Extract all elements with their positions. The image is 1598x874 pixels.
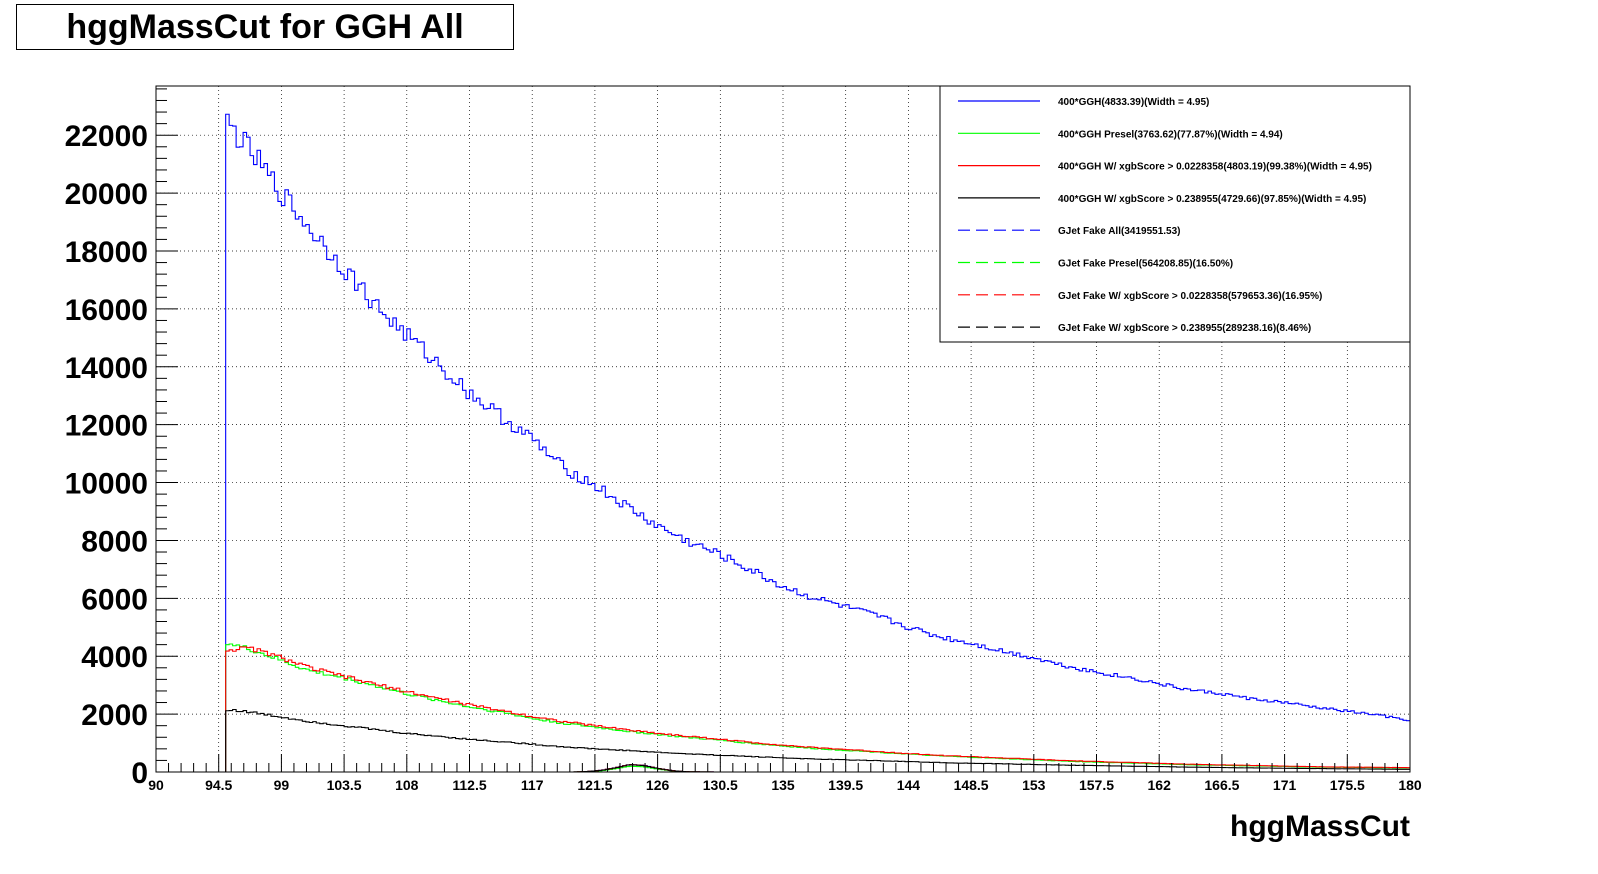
x-tick-label: 175.5 (1330, 777, 1365, 793)
y-tick-label: 20000 (65, 178, 148, 211)
legend-label: 400*GGH W/ xgbScore > 0.238955(4729.66)(… (1058, 194, 1366, 205)
x-tick-label: 157.5 (1079, 777, 1114, 793)
chart-title: hggMassCut for GGH All (66, 8, 464, 46)
y-tick-label: 2000 (81, 699, 148, 732)
y-tick-label: 0 (131, 757, 148, 790)
y-tick-label: 10000 (65, 468, 148, 501)
chart-title-box: hggMassCut for GGH All (16, 4, 514, 50)
x-tick-label: 162 (1148, 777, 1172, 793)
x-tick-label: 117 (521, 777, 544, 793)
legend-box (939, 85, 1411, 343)
x-tick-label: 166.5 (1204, 777, 1239, 793)
x-tick-label: 108 (395, 777, 419, 793)
legend: 400*GGH(4833.39)(Width = 4.95) 400*GGH Pr… (939, 85, 1411, 343)
x-tick-label: 144 (897, 777, 921, 793)
x-tick-label: 94.5 (205, 777, 232, 793)
legend-label: GJet Fake W/ xgbScore > 0.238955(289238.… (1058, 323, 1311, 334)
legend-label: 400*GGH Presel(3763.62)(77.87%)(Width = … (1058, 129, 1283, 140)
series-line (225, 643, 1410, 772)
x-tick-label: 99 (274, 777, 290, 793)
series-line (225, 646, 1410, 772)
legend-label: GJet Fake Presel(564208.85)(16.50%) (1058, 259, 1233, 270)
axes: 90 94.5 99 103.5 108 112.5 117 121.5 126 130.5 135… (65, 88, 1422, 793)
y-tick-label: 8000 (81, 525, 148, 558)
x-tick-label: 139.5 (828, 777, 863, 793)
x-tick-label: 153 (1022, 777, 1046, 793)
x-tick-label: 171 (1273, 777, 1297, 793)
y-tick-label: 18000 (65, 236, 148, 269)
y-tick-label: 16000 (65, 294, 148, 327)
x-tick-label: 130.5 (703, 777, 738, 793)
x-tick-label: 180 (1398, 777, 1422, 793)
x-tick-label: 112.5 (452, 777, 486, 793)
series-line (225, 708, 1410, 772)
y-tick-label: 4000 (81, 641, 148, 674)
x-tick-label: 90 (148, 777, 164, 793)
legend-label: 400*GGH(4833.39)(Width = 4.95) (1058, 97, 1209, 108)
legend-label: GJet Fake W/ xgbScore > 0.0228358(579653… (1058, 291, 1322, 302)
x-tick-label: 148.5 (954, 777, 989, 793)
x-tick-label: 103.5 (327, 777, 362, 793)
x-tick-label: 126 (646, 777, 670, 793)
x-tick-label: 121.5 (577, 777, 612, 793)
y-tick-label: 6000 (81, 583, 148, 616)
y-tick-label: 22000 (65, 120, 148, 153)
x-axis-label: hggMassCut (1230, 810, 1410, 843)
legend-label: 400*GGH W/ xgbScore > 0.0228358(4803.19)… (1058, 162, 1372, 173)
y-tick-label: 14000 (65, 352, 148, 385)
y-tick-label: 12000 (65, 410, 148, 443)
x-tick-label: 135 (771, 777, 795, 793)
series-line (225, 113, 1410, 772)
legend-label: GJet Fake All(3419551.53) (1058, 226, 1180, 237)
